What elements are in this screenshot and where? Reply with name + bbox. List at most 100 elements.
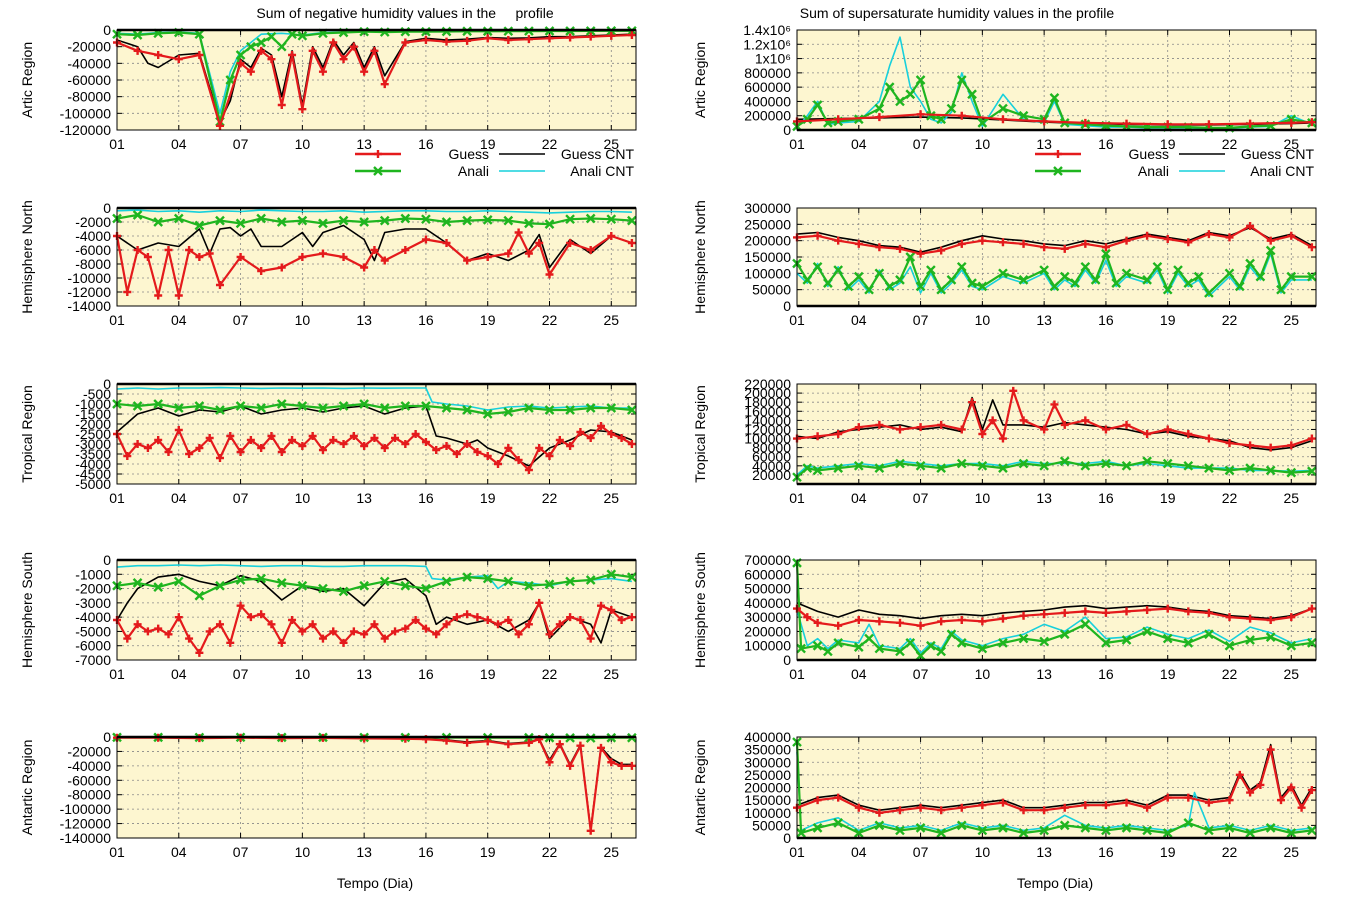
- data-point-anali: [1307, 825, 1317, 836]
- data-point-anali: [915, 460, 926, 471]
- data-point-guess: [586, 246, 595, 254]
- legend-marker-anali: [373, 166, 383, 176]
- data-point-guess: [524, 620, 533, 629]
- data-point-guess: [875, 420, 884, 429]
- data-point-guess: [1060, 803, 1069, 812]
- data-point-anali: [1101, 248, 1111, 259]
- data-point-guess: [185, 634, 194, 643]
- plot-area-right-artic-region: [797, 30, 1316, 130]
- data-point-guess: [834, 621, 843, 630]
- data-point-anali: [194, 29, 205, 40]
- data-point-anali: [318, 218, 328, 229]
- data-point-anali: [1162, 284, 1173, 295]
- left-x-axis-label: Tempo (Dia): [337, 875, 413, 891]
- data-point-anali: [215, 405, 225, 415]
- data-point-guess: [937, 806, 946, 815]
- data-point-anali: [462, 572, 472, 582]
- data-point-guess: [1225, 613, 1234, 622]
- data-point-anali: [153, 399, 164, 409]
- y-tick-label: 80000: [752, 440, 791, 456]
- data-point-guess: [813, 796, 822, 805]
- data-point-anali: [482, 215, 493, 225]
- plot-area-left-antartic-region: [117, 737, 636, 838]
- x-tick-label: 22: [1222, 666, 1238, 682]
- y-tick-label: 350000: [744, 742, 791, 758]
- data-point-anali: [796, 828, 806, 838]
- data-point-guess: [442, 442, 451, 450]
- data-point-anali: [1162, 828, 1173, 838]
- x-tick-label: 07: [913, 844, 929, 860]
- data-point-guess: [143, 253, 152, 261]
- data-point-anali: [1183, 818, 1194, 828]
- data-point-guess: [360, 263, 369, 272]
- data-point-guess: [277, 448, 286, 456]
- data-point-anali: [606, 569, 617, 580]
- data-point-anali: [173, 576, 184, 587]
- data-point-guess: [215, 121, 224, 130]
- y-axis-label-left-hemisphere-south: Hemisphere South: [19, 552, 35, 668]
- series-guess-right-artic-region: [793, 110, 1316, 129]
- y-tick-label: 200000: [744, 108, 791, 124]
- data-point-guess: [215, 281, 224, 289]
- data-point-guess: [1246, 788, 1255, 797]
- data-point-anali: [977, 643, 988, 654]
- x-tick-label: 19: [480, 312, 496, 328]
- y-tick-label: 0: [783, 652, 791, 668]
- x-tick-label: 10: [295, 666, 311, 682]
- data-point-anali: [874, 463, 885, 473]
- data-point-anali: [1183, 638, 1194, 648]
- y-tick-label: -5000: [75, 623, 111, 639]
- data-point-anali: [895, 96, 905, 107]
- y-axis-label-right-artic-region: Artic Region: [692, 42, 708, 118]
- data-point-guess: [380, 256, 389, 265]
- data-point-anali: [606, 403, 617, 413]
- data-point-anali: [1039, 460, 1049, 471]
- data-point-anali: [421, 214, 431, 225]
- x-tick-label: 25: [1283, 136, 1299, 152]
- data-point-guess: [1276, 796, 1285, 805]
- data-point-anali: [235, 218, 246, 229]
- data-point-guess: [421, 438, 430, 446]
- data-point-anali: [823, 278, 833, 288]
- data-point-anali: [421, 401, 431, 411]
- legend-label-anali-cnt: Anali CNT: [570, 163, 634, 179]
- data-point-guess: [524, 35, 533, 44]
- x-tick-label: 13: [1036, 312, 1052, 328]
- data-point-guess: [442, 620, 451, 629]
- data-point-anali: [915, 75, 926, 85]
- y-tick-label: -1000: [75, 566, 111, 582]
- data-point-guess: [1122, 420, 1131, 429]
- y-tick-label: -14000: [67, 298, 111, 314]
- x-tick-label: 13: [356, 490, 372, 506]
- data-point-guess: [957, 239, 966, 248]
- data-point-anali: [967, 278, 977, 288]
- y-tick-label: 100000: [744, 431, 791, 447]
- y-tick-label: -2000: [75, 416, 111, 432]
- data-point-anali: [565, 214, 575, 225]
- data-point-guess: [813, 231, 822, 240]
- data-point-anali: [1039, 636, 1049, 647]
- data-point-guess: [329, 627, 338, 636]
- panel-left-antartic-region: 0-20000-40000-60000-80000-100000-120000-…: [19, 729, 637, 860]
- data-point-anali: [936, 828, 947, 838]
- data-point-anali: [977, 281, 988, 292]
- data-point-guess: [483, 737, 492, 746]
- data-point-guess: [380, 80, 389, 89]
- data-point-guess: [1184, 430, 1193, 438]
- data-point-guess: [246, 67, 255, 76]
- data-point-anali: [1121, 268, 1132, 279]
- data-point-guess: [205, 249, 214, 258]
- data-point-guess: [1081, 118, 1090, 127]
- data-point-guess: [174, 613, 183, 622]
- data-point-anali: [1121, 635, 1132, 645]
- data-point-anali: [1245, 258, 1255, 269]
- x-tick-label: 01: [109, 666, 125, 682]
- data-point-guess: [895, 244, 904, 253]
- data-point-anali: [1049, 93, 1060, 103]
- series-line-anali-cnt: [796, 752, 1312, 832]
- data-point-guess: [916, 621, 925, 630]
- series-guess-right-hemisphere-north: [793, 221, 1316, 258]
- data-point-guess: [803, 613, 812, 622]
- y-tick-label: 200000: [744, 233, 791, 249]
- x-tick-label: 19: [1160, 844, 1176, 860]
